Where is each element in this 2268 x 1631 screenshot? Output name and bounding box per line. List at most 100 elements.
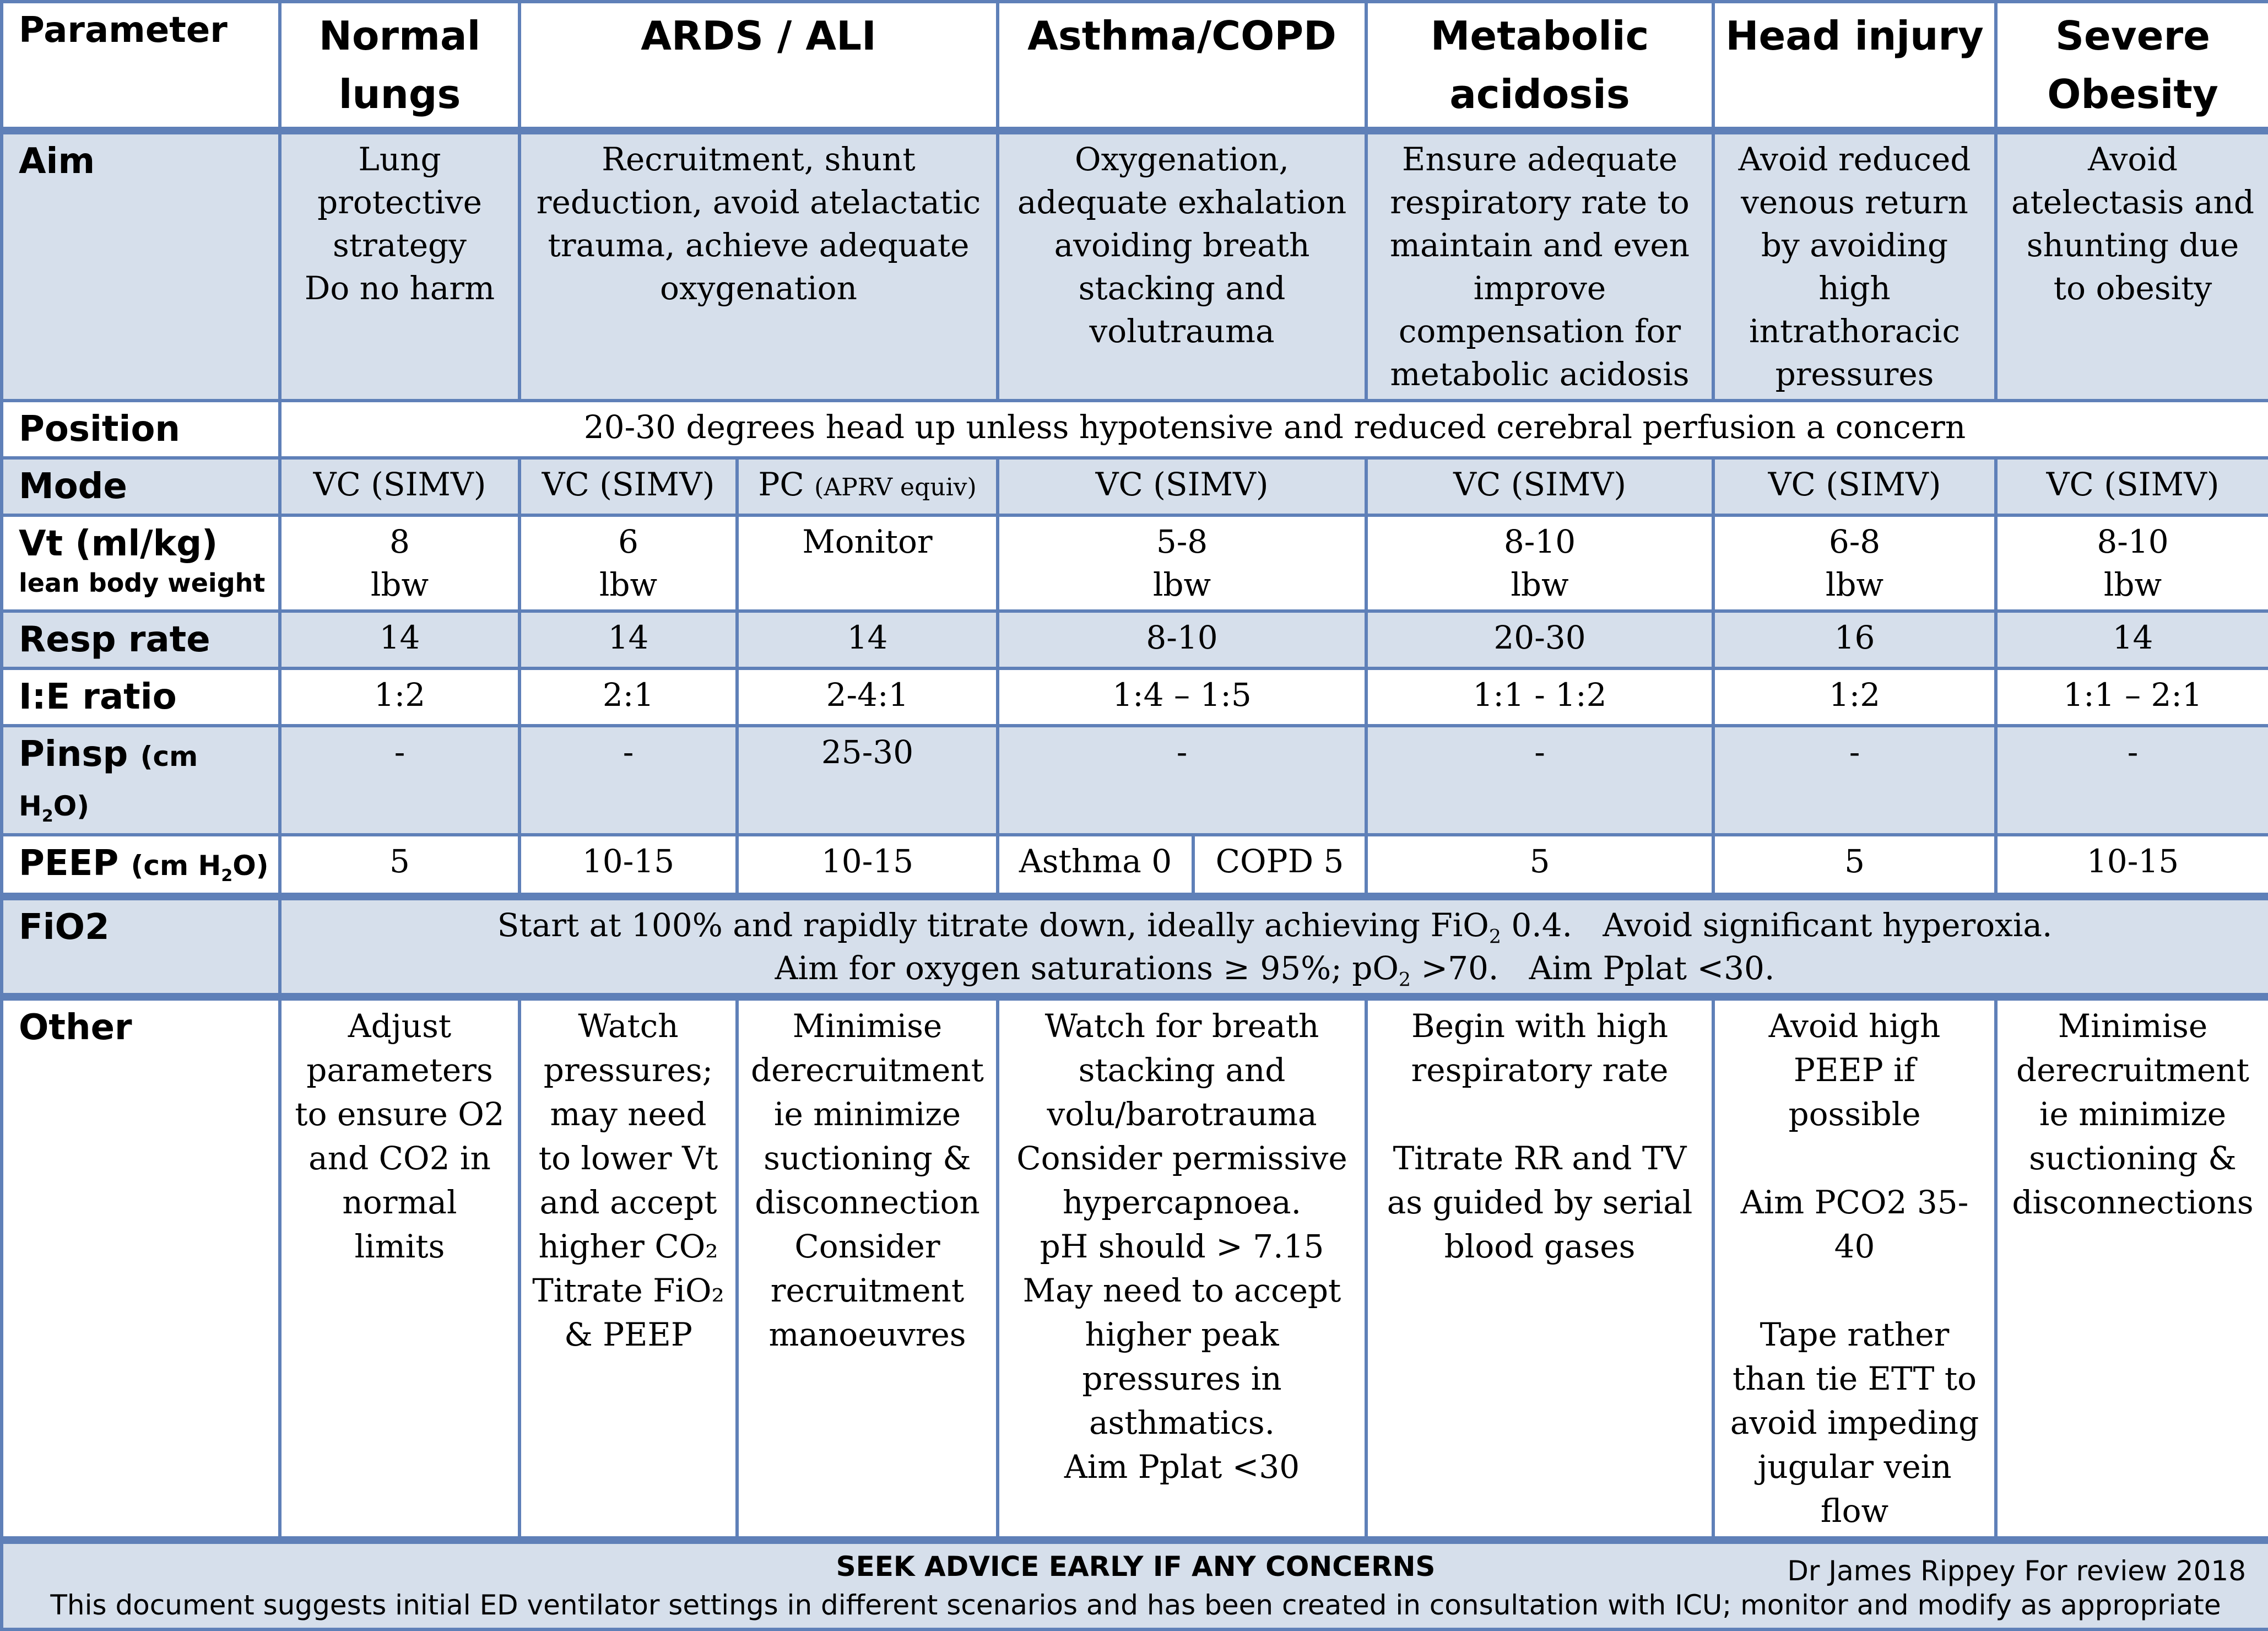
peep-label: PEEP — [19, 843, 119, 884]
ie-ards-pc: 2-4:1 — [735, 667, 1000, 727]
rr-obesity: 14 — [1994, 609, 2268, 670]
peep-ards-vc: 10-15 — [518, 833, 739, 900]
row-label-vt: Vt (ml/kg) lean body weight — [0, 514, 282, 613]
vt-head: 6-8 lbw — [1712, 514, 1998, 613]
rr-ards-pc: 14 — [735, 609, 1000, 670]
vt-obesity: 8-10 lbw — [1994, 514, 2268, 613]
other-normal: Adjust parameters to ensure O2 and CO2 i… — [278, 995, 521, 1544]
mode-metabolic: VC (SIMV) — [1365, 456, 1715, 517]
row-ie-ratio: I:E ratio 1:2 2:1 2-4:1 1:4 – 1:5 1:1 - … — [0, 667, 2268, 727]
aim-metabolic: Ensure adequate respiratory rate to main… — [1365, 127, 1715, 402]
other-obesity: Minimise derecruitment ie minimize sucti… — [1994, 995, 2268, 1544]
peep-head: 5 — [1712, 833, 1998, 900]
row-fio2: FiO2 Start at 100% and rapidly titrate d… — [0, 895, 2268, 1001]
footer-row: SEEK ADVICE EARLY IF ANY CONCERNS Dr Jam… — [0, 1538, 2268, 1631]
fio2-line-1b: 0.4. Avoid significant hyperoxia. — [1501, 906, 2053, 944]
pinsp-normal: - — [278, 724, 521, 836]
rr-head: 16 — [1712, 609, 1998, 670]
peep-unit-sub: 2 — [221, 866, 233, 885]
ie-ards-vc: 2:1 — [518, 667, 739, 727]
rr-ards-vc: 14 — [518, 609, 739, 670]
other-ards-vc: Watch pressures; may need to lower Vt an… — [518, 995, 739, 1544]
vt-metabolic: 8-10 lbw — [1365, 514, 1715, 613]
header-head-injury: Head injury — [1712, 0, 1998, 132]
vt-ards-vc: 6 lbw — [518, 514, 739, 613]
peep-asthma: Asthma 0 — [996, 833, 1195, 900]
pinsp-unit: (cm H2O) — [19, 741, 198, 825]
header-parameter: Parameter — [0, 0, 282, 132]
other-head: Avoid high PEEP if possible Aim PCO2 35-… — [1712, 995, 1998, 1544]
row-mode: Mode VC (SIMV) VC (SIMV) PC (APRV equiv)… — [0, 456, 2268, 517]
row-label-resp-rate: Resp rate — [0, 609, 282, 670]
pinsp-label: Pinsp — [19, 734, 128, 775]
peep-normal: 5 — [278, 833, 521, 900]
header-normal-lungs: Normal lungs — [278, 0, 521, 132]
fio2-line-1-sub: 2 — [1488, 926, 1501, 948]
fio2-text: Start at 100% and rapidly titrate down, … — [278, 895, 2268, 1001]
vt-sublabel: lean body weight — [19, 568, 266, 598]
mode-ards-pc: PC (APRV equiv) — [735, 456, 1000, 517]
footer: SEEK ADVICE EARLY IF ANY CONCERNS Dr Jam… — [0, 1538, 2268, 1631]
aim-obesity: Avoid atelectasis and shunting due to ob… — [1994, 127, 2268, 402]
header-severe-obesity: Severe Obesity — [1994, 0, 2268, 132]
rr-normal: 14 — [278, 609, 521, 670]
row-label-aim: Aim — [0, 127, 282, 402]
row-label-mode: Mode — [0, 456, 282, 517]
peep-ards-pc: 10-15 — [735, 833, 1000, 900]
footer-author: Dr James Rippey For review 2018 — [1787, 1555, 2247, 1587]
mode-normal: VC (SIMV) — [278, 456, 521, 517]
vt-normal: 8 lbw — [278, 514, 521, 613]
pinsp-unit-sub: 2 — [41, 807, 53, 826]
mode-asthma: VC (SIMV) — [996, 456, 1368, 517]
row-label-position: Position — [0, 399, 282, 460]
peep-metabolic: 5 — [1365, 833, 1715, 900]
mode-ards-pc-note: (APRV equiv) — [814, 473, 977, 501]
aim-asthma: Oxygenation, adequate exhalation avoidin… — [996, 127, 1368, 402]
fio2-line-1a: Start at 100% and rapidly titrate down, … — [497, 906, 1489, 944]
rr-metabolic: 20-30 — [1365, 609, 1715, 670]
vt-asthma: 5-8 lbw — [996, 514, 1368, 613]
vt-ards-pc: Monitor — [735, 514, 1000, 613]
row-pinsp: Pinsp (cm H2O) - - 25-30 - - - - — [0, 724, 2268, 836]
header-metabolic-acidosis: Metabolic acidosis — [1365, 0, 1715, 132]
other-ards-pc: Minimise derecruitment ie minimize sucti… — [735, 995, 1000, 1544]
other-metabolic: Begin with high respiratory rate Titrate… — [1365, 995, 1715, 1544]
fio2-line-2: Aim for oxygen saturations ≥ 95%; pO2 >7… — [289, 947, 2260, 989]
header-ards-ali: ARDS / ALI — [517, 0, 1000, 132]
other-asthma: Watch for breath stacking and volu/barot… — [996, 995, 1368, 1544]
peep-unit-post: O) — [232, 850, 269, 882]
row-label-peep: PEEP (cm H2O) — [0, 833, 282, 900]
ie-obesity: 1:1 – 2:1 — [1994, 667, 2268, 727]
pinsp-obesity: - — [1994, 724, 2268, 836]
aim-ards: Recruitment, shunt reduction, avoid atel… — [517, 127, 1000, 402]
footer-disclaimer: This document suggests initial ED ventil… — [50, 1589, 2221, 1621]
rr-asthma: 8-10 — [996, 609, 1368, 670]
peep-unit-pre: (cm H — [131, 850, 221, 882]
pinsp-asthma: - — [996, 724, 1368, 836]
pinsp-head: - — [1712, 724, 1998, 836]
pinsp-metabolic: - — [1365, 724, 1715, 836]
fio2-line-2b: >70. Aim Pplat <30. — [1411, 949, 1775, 987]
mode-ards-pc-label: PC — [758, 466, 804, 503]
fio2-line-1: Start at 100% and rapidly titrate down, … — [289, 904, 2260, 947]
row-label-fio2: FiO2 — [0, 895, 282, 1001]
fio2-line-2a: Aim for oxygen saturations ≥ 95%; pO — [775, 949, 1399, 987]
row-position: Position 20-30 degrees head up unless hy… — [0, 399, 2268, 460]
ie-normal: 1:2 — [278, 667, 521, 727]
row-vt: Vt (ml/kg) lean body weight 8 lbw 6 lbw M… — [0, 514, 2268, 613]
pinsp-ards-pc: 25-30 — [735, 724, 1000, 836]
row-aim: Aim Lung protective strategy Do no harm … — [0, 127, 2268, 402]
row-other: Other Adjust parameters to ensure O2 and… — [0, 995, 2268, 1544]
pinsp-unit-post: O) — [53, 790, 90, 822]
pinsp-unit-pre: (cm H — [19, 741, 198, 822]
row-label-pinsp: Pinsp (cm H2O) — [0, 724, 282, 836]
row-label-ie-ratio: I:E ratio — [0, 667, 282, 727]
peep-unit: (cm H2O) — [131, 850, 269, 885]
mode-obesity: VC (SIMV) — [1994, 456, 2268, 517]
position-all: 20-30 degrees head up unless hypotensive… — [278, 399, 2268, 460]
aim-head: Avoid reduced venous return by avoiding … — [1712, 127, 1998, 402]
ie-asthma: 1:4 – 1:5 — [996, 667, 1368, 727]
row-label-other: Other — [0, 995, 282, 1544]
peep-copd: COPD 5 — [1192, 833, 1368, 900]
